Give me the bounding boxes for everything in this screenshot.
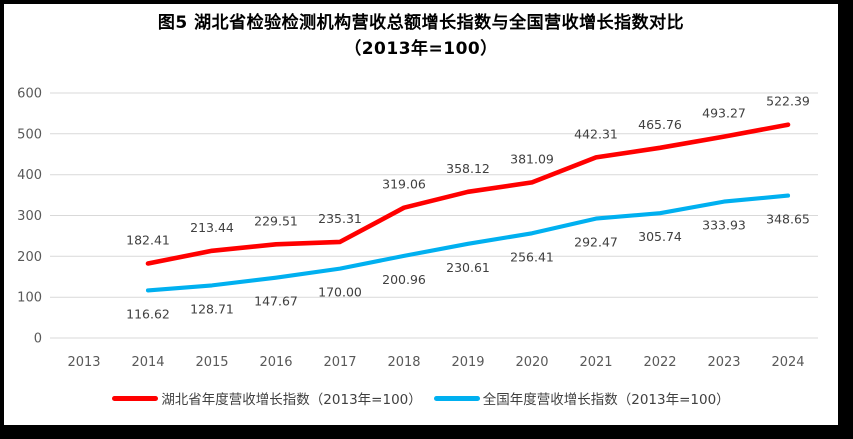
y-axis-tick-label: 100 [17, 291, 42, 306]
chart-title-line2: （2013年=100） [344, 39, 498, 59]
y-axis-tick-label: 0 [34, 332, 42, 347]
legend-item-hubei: 湖北省年度营收增长指数（2013年=100） [112, 388, 422, 408]
data-label-hubei: 442.31 [574, 126, 618, 141]
x-axis-tick-label: 2021 [579, 355, 612, 370]
data-label-hubei: 522.39 [766, 94, 810, 109]
data-label-hubei: 493.27 [702, 106, 746, 121]
y-axis-tick-label: 500 [17, 127, 42, 142]
data-label-national: 305.74 [638, 229, 682, 244]
data-label-national: 128.71 [190, 301, 234, 316]
data-label-national: 147.67 [254, 294, 298, 309]
y-axis-tick-label: 600 [17, 87, 42, 102]
plot-area: 0 100 200 300 400 500 600 2013 2014 2015 2016 2017 2… [17, 87, 818, 370]
data-label-hubei: 381.09 [510, 151, 554, 166]
x-axis-tick-label: 2013 [67, 355, 100, 370]
data-label-national: 230.61 [446, 260, 490, 275]
chart-title-line1: 图5 湖北省检验检测机构营收总额增长指数与全国营收增长指数对比 [157, 13, 685, 33]
y-axis-tick-label: 200 [17, 250, 42, 265]
x-axis-tick-label: 2017 [323, 355, 356, 370]
data-label-hubei: 358.12 [446, 161, 490, 176]
legend-swatch-hubei-line-icon [112, 395, 159, 401]
data-label-hubei: 182.41 [126, 233, 170, 248]
legend-swatch-national-line-icon [433, 395, 480, 401]
data-label-hubei: 213.44 [190, 220, 234, 235]
y-axis-tick-label: 300 [17, 209, 42, 224]
legend-label-national: 全国年度营收增长指数（2013年=100） [482, 392, 730, 408]
chart-title: 图5 湖北省检验检测机构营收总额增长指数与全国营收增长指数对比 （2013年=1… [4, 10, 838, 62]
x-axis-tick-label: 2019 [451, 355, 484, 370]
legend-item-national: 全国年度营收增长指数（2013年=100） [433, 388, 730, 408]
data-label-hubei: 235.31 [318, 211, 362, 226]
x-axis-tick-label: 2015 [195, 355, 228, 370]
x-axis-tick-label: 2014 [131, 355, 164, 370]
x-axis-tick-label: 2024 [771, 355, 804, 370]
x-axis-tick-label: 2022 [643, 355, 676, 370]
data-label-national: 348.65 [766, 212, 810, 227]
data-label-national: 292.47 [574, 235, 618, 250]
legend-label-hubei: 湖北省年度营收增长指数（2013年=100） [161, 392, 422, 408]
legend: 湖北省年度营收增长指数（2013年=100） 全国年度营收增长指数（2013年=… [4, 388, 838, 408]
x-axis-tick-label: 2023 [707, 355, 740, 370]
data-label-national: 256.41 [510, 249, 554, 264]
data-label-national: 200.96 [382, 272, 426, 287]
y-axis-tick-label: 400 [17, 168, 42, 183]
series-line-hubei [145, 122, 791, 266]
data-label-national: 170.00 [318, 285, 362, 300]
x-axis-tick-label: 2018 [387, 355, 420, 370]
data-label-hubei: 229.51 [254, 213, 298, 228]
data-label-national: 116.62 [126, 306, 170, 321]
x-axis-tick-label: 2016 [259, 355, 292, 370]
x-axis-tick-label: 2020 [515, 355, 548, 370]
data-label-hubei: 319.06 [382, 177, 426, 192]
data-label-hubei: 465.76 [638, 117, 682, 132]
data-label-national: 333.93 [702, 218, 746, 233]
series-line-national [145, 193, 791, 293]
